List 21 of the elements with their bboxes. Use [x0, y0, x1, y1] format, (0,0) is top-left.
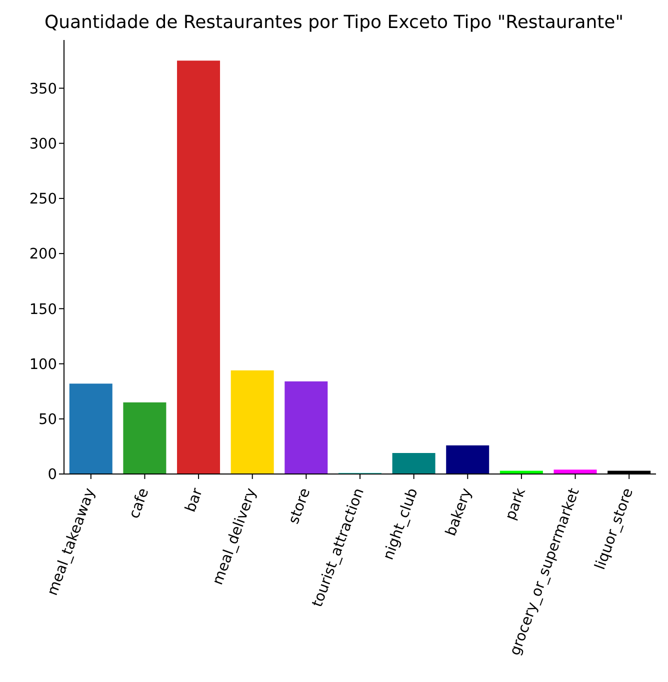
bar: [392, 453, 436, 474]
bar: [177, 60, 220, 474]
x-tick-label: store: [286, 486, 314, 526]
bar: [500, 470, 543, 474]
y-tick-label: 50: [38, 412, 57, 428]
bar: [446, 445, 490, 474]
bar: [69, 384, 112, 474]
y-tick-label: 250: [29, 192, 57, 208]
y-tick-label: 0: [48, 467, 57, 484]
bar: [554, 470, 597, 474]
chart-title: Quantidade de Restaurantes por Tipo Exceto Tipo "Restaurante": [43, 11, 625, 35]
x-tick-label: cafe: [126, 486, 152, 521]
bar: [123, 402, 166, 474]
x-tick-label: bar: [182, 486, 206, 514]
y-tick-label: 300: [29, 136, 57, 152]
y-tick-label: 150: [29, 302, 57, 318]
y-tick-label: 200: [29, 246, 57, 263]
bar: [284, 381, 328, 474]
y-tick-label: 100: [29, 356, 57, 373]
y-tick-label: 350: [29, 81, 57, 98]
bar: [230, 370, 274, 474]
